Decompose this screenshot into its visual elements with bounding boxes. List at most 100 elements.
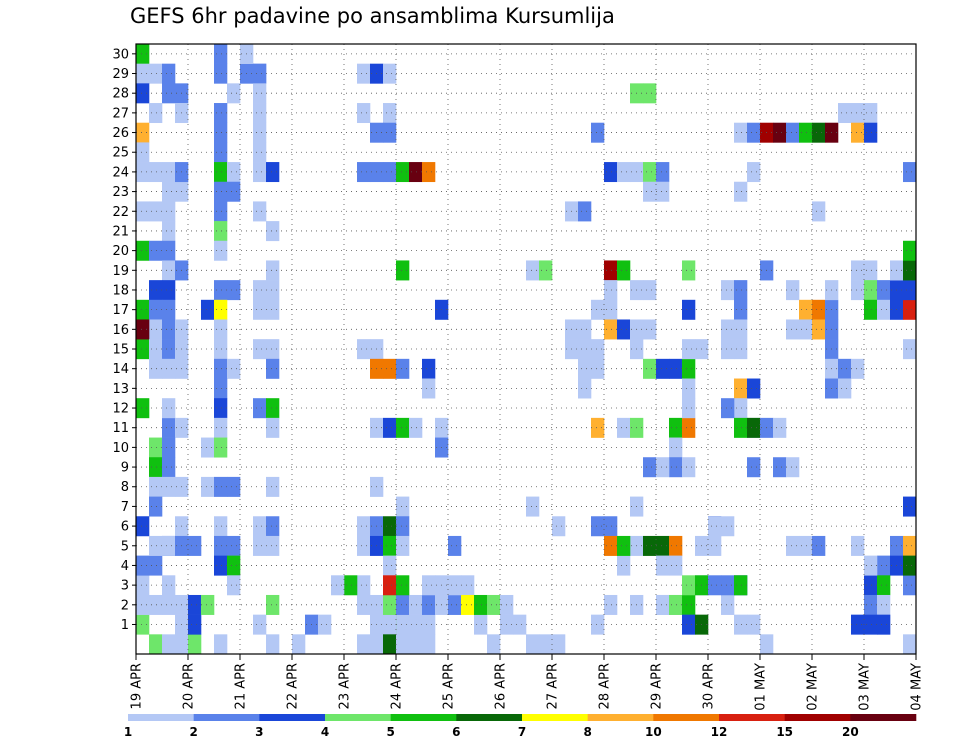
heatmap-cell [851,614,865,635]
heatmap-cell [877,555,891,576]
heatmap-cell [383,516,397,537]
grid-lines [135,44,917,654]
heatmap-cell [383,63,397,84]
heatmap-cell [136,516,150,537]
heatmap-cell [903,260,917,281]
x-tick-label: 25 APR [442,663,457,709]
heatmap-cell [721,398,735,419]
heatmap-cell [396,162,410,183]
heatmap-cell [643,358,657,379]
heatmap-cell [838,358,852,379]
heatmap-cell [383,594,397,615]
heatmap-cell [214,103,228,124]
heatmap-cell [591,299,605,320]
y-tick-label: 28 [112,87,129,102]
heatmap-cell [526,260,540,281]
y-tick-label: 14 [112,362,129,377]
legend-label: 4 [321,725,329,739]
heatmap-cell [786,280,800,301]
legend-label: 12 [711,725,728,739]
heatmap-cell [162,162,176,183]
heatmap-cell [604,260,618,281]
heatmap-cell [422,358,436,379]
heatmap-cell [721,339,735,360]
heatmap-cell [409,594,423,615]
heatmap-cell [604,594,618,615]
heatmap-cell [864,594,878,615]
heatmap-cell [149,162,163,183]
heatmap-cell [331,575,345,596]
heatmap-cell [656,162,670,183]
heatmap-cell [383,103,397,124]
legend-label: 7 [518,725,526,739]
heatmap-cell [669,535,683,556]
heatmap-cell [773,457,787,478]
x-tick-label: 20 APR [182,663,197,709]
heatmap-cell [656,181,670,202]
heatmap-cell [396,575,410,596]
heatmap-cell [513,614,527,635]
y-tick-label: 4 [121,559,129,574]
heatmap-cell [214,142,228,163]
heatmap-cell [669,457,683,478]
heatmap-cell [656,358,670,379]
heatmap-cell [227,280,241,301]
y-tick-label: 27 [112,106,129,121]
heatmap-cell [162,319,176,340]
heatmap-cell [214,516,228,537]
heatmap-cell [578,201,592,222]
heatmap-cell [461,575,475,596]
heatmap-cell [162,181,176,202]
heatmap-cell [903,280,917,301]
heatmap-cell [864,103,878,124]
heatmap-cell [591,614,605,635]
heatmap-cell [643,457,657,478]
heatmap-cell [617,555,631,576]
legend-swatch [784,714,851,721]
x-tick-label: 22 APR [286,663,301,709]
heatmap-cell [786,535,800,556]
legend-label: 20 [842,725,859,739]
heatmap-cell [162,339,176,360]
heatmap-cell [656,594,670,615]
heatmap-cell [227,181,241,202]
heatmap-cell [162,417,176,438]
heatmap-cell [383,122,397,143]
legend-swatch [456,714,523,721]
heatmap-cell [357,575,371,596]
heatmap-cell [136,575,150,596]
heatmap-cell [448,594,462,615]
heatmap-cell [851,122,865,143]
heatmap-cell [903,496,917,517]
heatmap-cell [383,162,397,183]
heatmap-cell [266,280,280,301]
heatmap-cell [474,614,488,635]
heatmap-cell [526,634,540,655]
heatmap-cell [396,535,410,556]
legend-swatch [522,714,588,721]
heatmap-cell [136,555,150,576]
heatmap-cell [812,535,826,556]
y-tick-label: 17 [112,303,129,318]
heatmap-cell [422,614,436,635]
heatmap-cell [253,63,267,84]
heatmap-cell [747,122,761,143]
legend-swatch [653,714,720,721]
heatmap-cell [422,378,436,399]
heatmap-cell [721,280,735,301]
legend-label: 6 [452,725,460,739]
heatmap-cell [253,122,267,143]
heatmap-cell [578,339,592,360]
y-tick-label: 22 [112,205,129,220]
y-tick-label: 6 [121,520,129,535]
heatmap-cell [136,398,150,419]
heatmap-cell [708,575,722,596]
heatmap-cell [864,299,878,320]
x-tick-label: 01 MAY [754,663,769,711]
heatmap-cell [149,299,163,320]
heatmap-cell [682,417,696,438]
heatmap-cell [188,614,202,635]
y-tick-label: 25 [112,146,129,161]
heatmap-cell [422,634,436,655]
heatmap-cell [682,594,696,615]
